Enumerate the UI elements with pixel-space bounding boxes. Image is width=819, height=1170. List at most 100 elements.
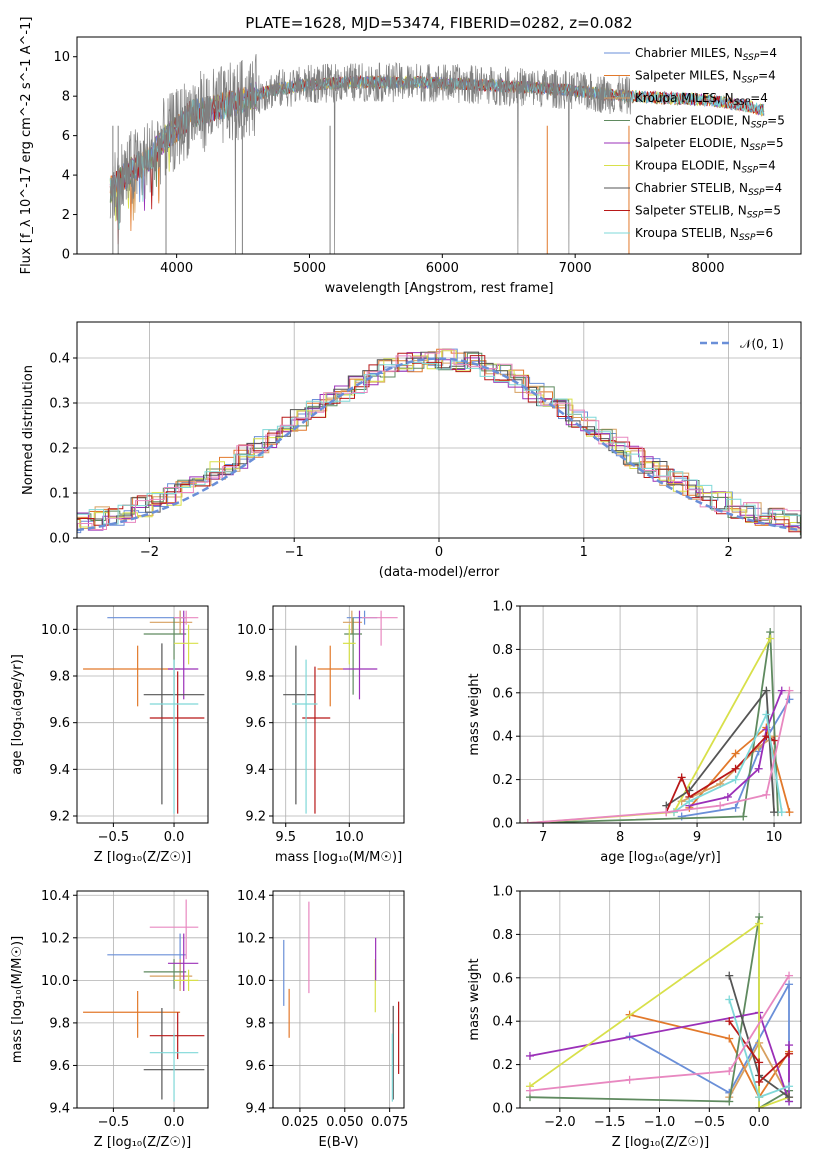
legend-label: Chabrier ELODIE, N — [635, 114, 751, 128]
error-bar-point — [167, 610, 199, 700]
mass-vs-EBV-plot-area — [283, 901, 400, 1102]
weight-series-line — [529, 1011, 790, 1102]
weight-series-line — [629, 1013, 790, 1099]
legend-entry: Salpeter ELODIE, NSSP=5 — [635, 136, 784, 153]
x-tick-label: 0.025 — [281, 1115, 318, 1130]
x-axis-label: (data-model)/error — [379, 565, 500, 580]
legend-count: =4 — [759, 46, 777, 60]
y-tick-label: 1.0 — [492, 885, 513, 900]
residual-histogram-step — [77, 352, 801, 536]
y-tick-label: 10.0 — [237, 974, 266, 989]
error-bar-point — [149, 659, 199, 814]
residuals-panel: −2 −1 0 1 2 0.0 0.1 0.2 0.3 0.4 (data-model)/error… — [21, 321, 802, 580]
y-tick-label: 9.8 — [49, 670, 70, 685]
y-tick-label: 9.4 — [245, 763, 266, 778]
legend-entry: 𝒩(0, 1) — [740, 337, 784, 351]
y-tick-label: 10.0 — [237, 623, 266, 638]
weight-series-line — [728, 1020, 790, 1085]
age-vs-Z-plot-area — [83, 610, 205, 814]
weight-point-marker — [725, 971, 734, 980]
x-tick-label: 9 — [693, 830, 701, 845]
x-tick-label: 6000 — [426, 261, 459, 276]
legend-subscript: SSP — [742, 76, 759, 86]
weight-point-marker — [762, 710, 771, 719]
legend-label: Salpeter STELIB, N — [635, 204, 747, 218]
legend-entry: Kroupa ELODIE, NSSP=4 — [635, 159, 776, 176]
weight-point-marker — [785, 1041, 794, 1050]
y-tick-label: 9.6 — [49, 716, 70, 731]
error-bar-point — [149, 671, 205, 814]
y-tick-label: 0.8 — [492, 928, 513, 943]
x-axis-label: mass [log₁₀(M/M☉)] — [275, 850, 402, 865]
y-tick-label: 10.2 — [237, 931, 266, 946]
legend-entry: Chabrier MILES, NSSP=4 — [635, 46, 777, 63]
x-tick-label: 0.0 — [749, 1115, 770, 1130]
y-tick-label: 0.2 — [492, 1058, 513, 1073]
legend-label: Kroupa STELIB, N — [635, 226, 739, 240]
weight-series-line — [688, 725, 791, 813]
x-axis-label: E(B-V) — [318, 1135, 358, 1150]
weight-point-marker — [723, 792, 732, 801]
weight-point-marker — [770, 808, 779, 817]
x-tick-label: 10.0 — [335, 830, 364, 845]
x-tick-label: −1 — [285, 545, 304, 560]
y-tick-label: 0.4 — [492, 730, 513, 745]
weight-point-marker — [755, 1093, 764, 1102]
y-tick-label: 0.2 — [49, 442, 70, 457]
weight-point-marker — [725, 995, 734, 1004]
y-axis-label: mass weight — [467, 958, 482, 1040]
weight-vs-Z-plot-area — [525, 913, 794, 1108]
y-tick-label: 9.6 — [245, 1059, 266, 1074]
error-bar-point — [167, 933, 199, 991]
y-tick-label: 10.4 — [41, 889, 70, 904]
age-vs-mass-plot-area — [283, 610, 398, 814]
weight-point-marker — [755, 1058, 764, 1067]
legend-label: Salpeter ELODIE, N — [635, 136, 749, 150]
y-tick-label: 9.6 — [49, 1059, 70, 1074]
legend-count: =5 — [766, 136, 784, 150]
error-bar-point — [149, 610, 193, 634]
axes-frame — [272, 605, 405, 824]
axes-frame — [76, 890, 209, 1109]
legend-subscript: SSP — [751, 121, 768, 131]
legend-count: =4 — [750, 91, 768, 105]
weight-series-line — [529, 921, 790, 1108]
legend-subscript: SSP — [748, 188, 765, 198]
y-tick-label: 0.4 — [492, 1015, 513, 1030]
axes-frame — [272, 890, 405, 1109]
y-axis-label: age [log₁₀(age/yr)] — [10, 654, 25, 775]
weight-point-marker — [731, 803, 740, 812]
residual-histogram-step — [77, 349, 801, 531]
y-tick-label: 10.2 — [41, 931, 70, 946]
normal-curve — [77, 357, 801, 532]
weight-point-marker — [785, 980, 794, 989]
error-bar-point — [149, 1012, 205, 1060]
x-axis-label: age [log₁₀(age/yr)] — [600, 850, 721, 865]
weight-point-marker — [523, 819, 532, 823]
y-tick-label: 10.0 — [41, 974, 70, 989]
y-tick-label: 0.1 — [49, 487, 70, 502]
legend-count: =4 — [765, 181, 783, 195]
x-tick-label: −2.0 — [544, 1115, 576, 1130]
y-tick-label: 8 — [62, 90, 70, 105]
error-bar-point — [342, 610, 378, 700]
legend-subscript: SSP — [743, 53, 760, 63]
y-tick-label: 6 — [62, 129, 70, 144]
legend-subscript: SSP — [747, 211, 764, 221]
weight-point-marker — [725, 1097, 734, 1106]
legend-count: =6 — [755, 226, 773, 240]
legend-subscript: SSP — [739, 233, 756, 243]
x-axis-label: wavelength [Angstrom, rest frame] — [325, 281, 554, 296]
weight-point-marker — [731, 749, 740, 758]
x-tick-label: 0.075 — [371, 1115, 408, 1130]
weight-point-marker — [777, 808, 786, 817]
axes-frame — [76, 321, 802, 539]
y-tick-label: 9.4 — [49, 1102, 70, 1117]
error-bar-point — [292, 659, 318, 814]
weight-point-marker — [766, 634, 775, 643]
age-vs-Z-panel: −0.5 0.0 9.2 9.4 9.6 9.8 10.0 Z [log₁₀(Z/Z☉)] ag… — [10, 605, 209, 865]
spectrum-panel: 4000 5000 6000 7000 8000 0 2 4 6 8 10 wavelength [A… — [19, 14, 802, 296]
weight-series-line — [527, 631, 779, 823]
x-tick-label: 7000 — [559, 261, 592, 276]
